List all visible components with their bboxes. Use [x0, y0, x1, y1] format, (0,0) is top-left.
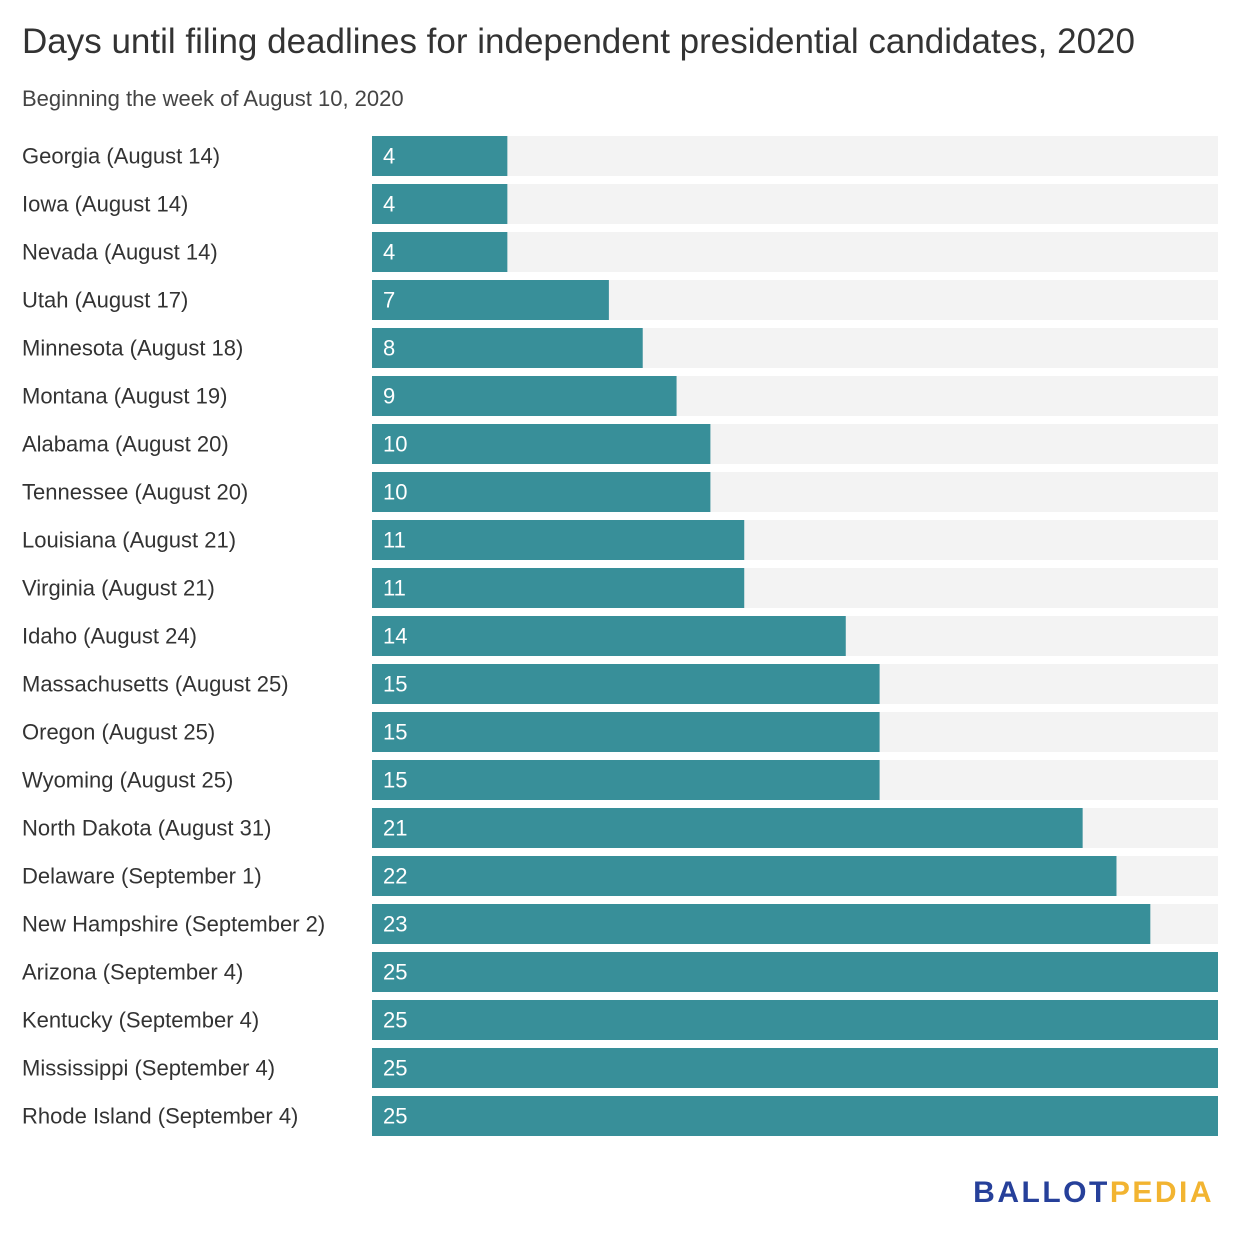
value-label: 22	[383, 864, 407, 889]
bar	[372, 472, 711, 512]
category-label: Idaho (August 24)	[22, 624, 197, 649]
category-label: Delaware (September 1)	[22, 864, 262, 889]
bar-row: Massachusetts (August 25) 15	[22, 664, 1218, 704]
bar	[372, 136, 508, 176]
bar	[372, 376, 677, 416]
bar-row: Nevada (August 14) 4	[22, 232, 1218, 272]
value-label: 10	[383, 432, 407, 457]
value-label: 25	[383, 1008, 407, 1033]
category-label: Georgia (August 14)	[22, 144, 220, 169]
bar	[372, 664, 880, 704]
bar	[372, 808, 1083, 848]
category-label: Arizona (September 4)	[22, 960, 243, 985]
value-label: 21	[383, 816, 407, 841]
category-label: New Hampshire (September 2)	[22, 912, 325, 937]
category-label: Nevada (August 14)	[22, 240, 218, 265]
bar-row: North Dakota (August 31) 21	[22, 808, 1218, 848]
bar-row: New Hampshire (September 2) 23	[22, 904, 1218, 944]
value-label: 4	[383, 240, 395, 265]
bar-row: Delaware (September 1) 22	[22, 856, 1218, 896]
category-label: Montana (August 19)	[22, 384, 227, 409]
category-label: Mississippi (September 4)	[22, 1056, 275, 1081]
bar	[372, 1000, 1218, 1040]
bar	[372, 328, 643, 368]
bar-row: Mississippi (September 4) 25	[22, 1048, 1218, 1088]
logo-part-ballot: BALLOT	[973, 1176, 1110, 1209]
value-label: 15	[383, 672, 407, 697]
bar-row: Wyoming (August 25) 15	[22, 760, 1218, 800]
bar	[372, 616, 846, 656]
bar-track	[372, 136, 1218, 176]
bar	[372, 232, 508, 272]
category-label: North Dakota (August 31)	[22, 816, 271, 841]
bar	[372, 712, 880, 752]
bar-row: Kentucky (September 4) 25	[22, 1000, 1218, 1040]
value-label: 11	[383, 528, 406, 553]
bar-row: Louisiana (August 21) 11	[22, 520, 1218, 560]
category-label: Wyoming (August 25)	[22, 768, 233, 793]
ballotpedia-logo: BALLOTPEDIA	[973, 1176, 1214, 1210]
value-label: 15	[383, 768, 407, 793]
bar-row: Georgia (August 14) 4	[22, 136, 1218, 176]
bar-row: Oregon (August 25) 15	[22, 712, 1218, 752]
bar-track	[372, 184, 1218, 224]
bar	[372, 568, 745, 608]
bar	[372, 280, 609, 320]
value-label: 25	[383, 1104, 407, 1129]
bar	[372, 184, 508, 224]
bar-row: Minnesota (August 18) 8	[22, 328, 1218, 368]
bar	[372, 760, 880, 800]
category-label: Louisiana (August 21)	[22, 528, 236, 553]
bar	[372, 1096, 1218, 1136]
bar	[372, 904, 1151, 944]
bar-row: Rhode Island (September 4) 25	[22, 1096, 1218, 1136]
category-label: Minnesota (August 18)	[22, 336, 243, 361]
bar-row: Iowa (August 14) 4	[22, 184, 1218, 224]
value-label: 4	[383, 144, 395, 169]
category-label: Oregon (August 25)	[22, 720, 215, 745]
value-label: 14	[383, 624, 407, 649]
category-label: Iowa (August 14)	[22, 192, 188, 217]
value-label: 4	[383, 192, 395, 217]
chart-subtitle: Beginning the week of August 10, 2020	[22, 86, 404, 111]
value-label: 25	[383, 960, 407, 985]
bar-row: Tennessee (August 20) 10	[22, 472, 1218, 512]
bar-row: Arizona (September 4) 25	[22, 952, 1218, 992]
value-label: 7	[383, 288, 395, 313]
bar-row: Utah (August 17) 7	[22, 280, 1218, 320]
bar-track	[372, 232, 1218, 272]
bar	[372, 1048, 1218, 1088]
value-label: 15	[383, 720, 407, 745]
bar-row: Montana (August 19) 9	[22, 376, 1218, 416]
bar	[372, 520, 745, 560]
category-label: Tennessee (August 20)	[22, 480, 248, 505]
value-label: 25	[383, 1056, 407, 1081]
chart-title: Days until filing deadlines for independ…	[22, 22, 1135, 61]
value-label: 9	[383, 384, 395, 409]
value-label: 23	[383, 912, 407, 937]
value-label: 8	[383, 336, 395, 361]
category-label: Rhode Island (September 4)	[22, 1104, 298, 1129]
category-label: Alabama (August 20)	[22, 432, 229, 457]
category-label: Utah (August 17)	[22, 288, 188, 313]
value-label: 10	[383, 480, 407, 505]
category-label: Virginia (August 21)	[22, 576, 215, 601]
category-label: Massachusetts (August 25)	[22, 672, 289, 697]
bar-row: Alabama (August 20) 10	[22, 424, 1218, 464]
value-label: 11	[383, 576, 406, 601]
bar-row: Idaho (August 24) 14	[22, 616, 1218, 656]
bar-row: Virginia (August 21) 11	[22, 568, 1218, 608]
category-label: Kentucky (September 4)	[22, 1008, 259, 1033]
logo-part-pedia: PEDIA	[1109, 1176, 1214, 1209]
bar	[372, 952, 1218, 992]
bar	[372, 424, 711, 464]
bar	[372, 856, 1117, 896]
